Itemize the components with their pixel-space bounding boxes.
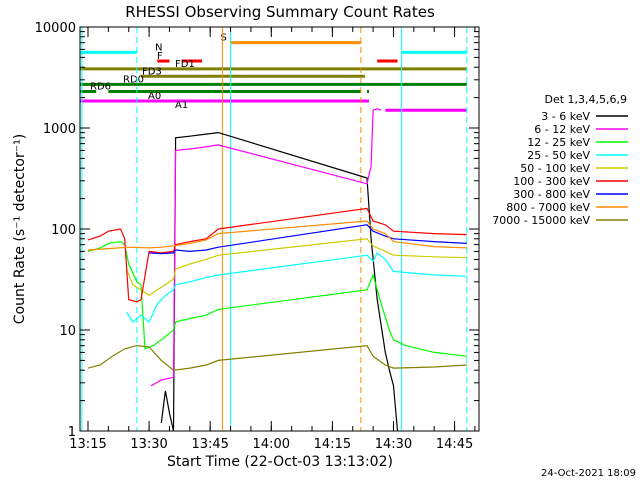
x-axis-label: Start Time (22-Oct-03 13:13:02) [167, 454, 393, 470]
legend-entry-label: 3 - 6 keV [541, 110, 590, 123]
series-lines [87, 108, 467, 432]
date-stamp: 24-Oct-2021 18:09 [541, 468, 636, 479]
legend-entry-label: 6 - 12 keV [534, 123, 590, 136]
legend-entry-label: 25 - 50 keV [527, 149, 590, 162]
series-line [87, 220, 467, 251]
flag-bar-label: RD0 [123, 74, 144, 85]
x-tick-label: 14:00 [253, 437, 290, 452]
flag-bar-label: FD1 [175, 59, 195, 70]
flag-bar-label: RD6 [90, 81, 111, 92]
y-axis-ticks: 1 10 100 1000 10000 [35, 21, 479, 440]
flag-bar-label: FD3 [142, 66, 162, 77]
y-tick-label: 1 [68, 425, 76, 440]
y-axis-label: Count Rate (s⁻¹ detector⁻¹) [12, 134, 28, 324]
flag-bar-label: A1 [175, 100, 188, 111]
series-line [149, 224, 467, 255]
x-tick-label: 13:15 [69, 437, 106, 452]
series-line [126, 238, 467, 297]
legend-entry-label: 100 - 300 keV [513, 175, 590, 188]
y-tick-label: 10 [59, 324, 76, 339]
series-line [87, 207, 467, 303]
x-tick-label: 14:30 [375, 437, 412, 452]
chart-title: RHESSI Observing Summary Count Rates [125, 3, 435, 21]
series-line [126, 251, 467, 323]
y-tick-label: 100 [51, 223, 76, 238]
flag-bar-label: A0 [148, 91, 161, 102]
x-tick-label: 14:45 [436, 437, 473, 452]
series-line [160, 131, 399, 432]
legend-title: Det 1,3,4,5,6,9 [544, 93, 627, 106]
flag-bar-label: N [155, 42, 162, 53]
legend-entry-label: 7000 - 15000 keV [492, 214, 590, 227]
flag-bar-label: F [157, 51, 163, 62]
x-axis-ticks: 13:15 13:30 13:45 14:00 14:15 14:30 14:45 [69, 27, 476, 452]
y-tick-label: 10000 [35, 21, 76, 36]
x-tick-label: 14:15 [314, 437, 351, 452]
series-line [150, 108, 382, 387]
x-tick-label: 13:45 [191, 437, 228, 452]
flag-bar-label: S [221, 33, 227, 44]
legend-entry-label: 300 - 800 keV [513, 188, 590, 201]
y-tick-label: 1000 [43, 122, 76, 137]
x-tick-label: 13:30 [130, 437, 167, 452]
legend-entry-label: 12 - 25 keV [527, 136, 590, 149]
legend-entry-label: 50 - 100 keV [520, 162, 590, 175]
series-line [87, 344, 467, 371]
legend-entry-label: 800 - 7000 keV [506, 201, 590, 214]
